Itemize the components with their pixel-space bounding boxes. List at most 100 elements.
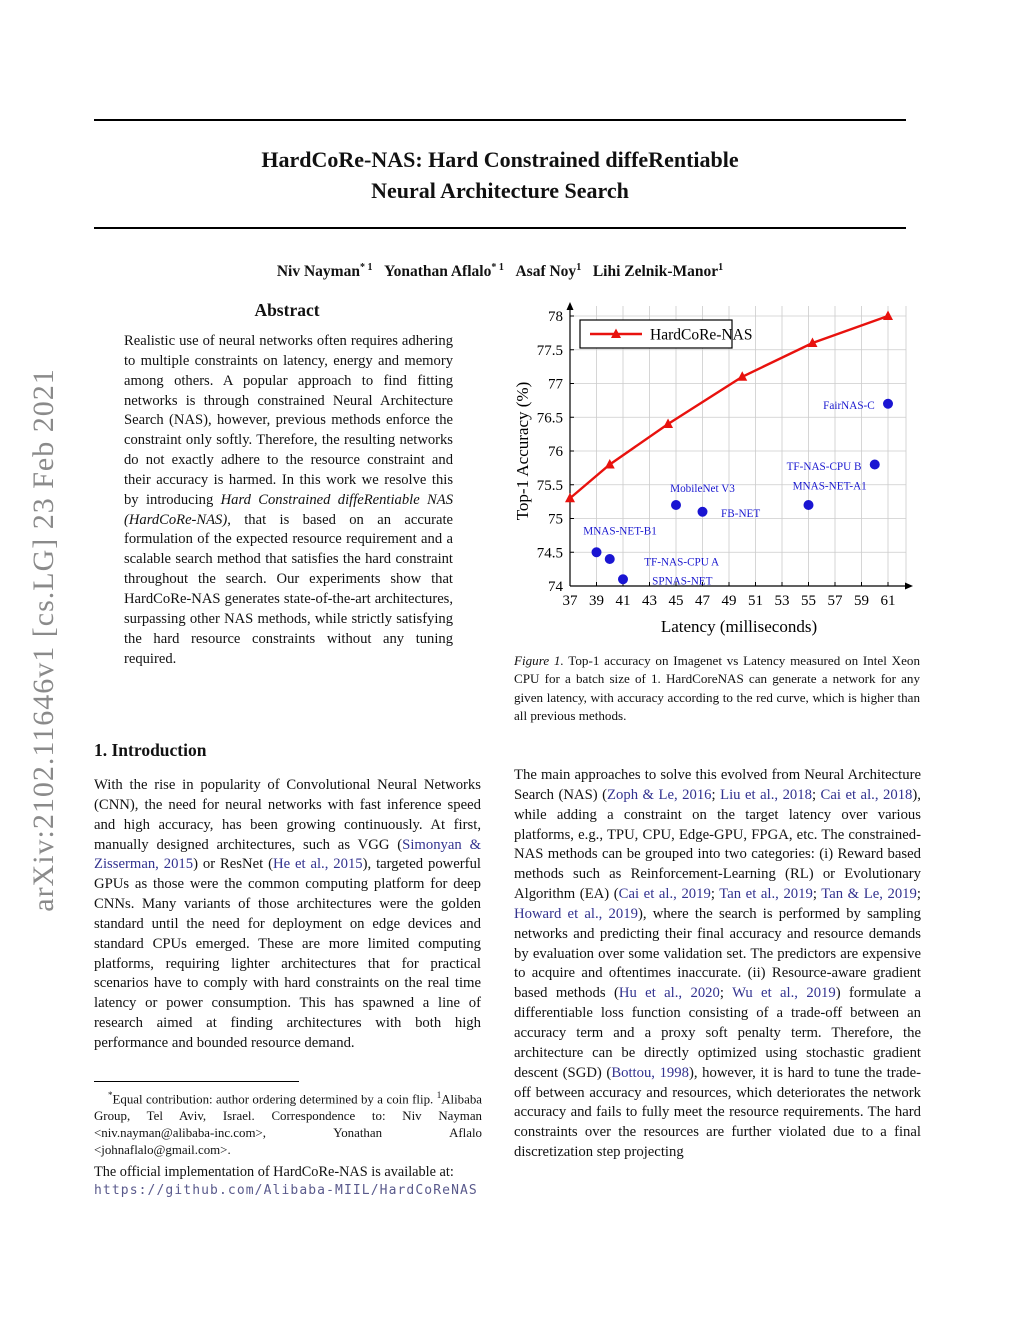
text-run: Lihi Zelnik-Manor: [592, 263, 719, 281]
series-hardcore-nas: [565, 310, 893, 503]
text-run: ;: [811, 786, 821, 803]
header-rule-bottom: [94, 227, 906, 229]
citation-link[interactable]: Cai et al., 2018: [820, 786, 913, 803]
text-run: Realistic use of neural networks often r…: [124, 333, 453, 508]
series-marker-triangle: [737, 371, 748, 381]
scatter-point: [697, 506, 708, 517]
svg-text:76.5: 76.5: [537, 410, 563, 426]
citation-link[interactable]: Howard et al., 2019: [514, 905, 638, 922]
github-url-link[interactable]: https://github.com/Alibaba-MIIL/HardCoRe…: [94, 1183, 478, 1198]
superscript: 1: [436, 1090, 442, 1100]
text-run: ), targeted powerful GPUs as those were …: [94, 856, 481, 1051]
text-run: Top-1 accuracy on Imagenet vs Latency me…: [514, 653, 921, 724]
scatter-point: [604, 554, 615, 564]
citation-link[interactable]: Simonyan & Zisserman, 2015: [94, 836, 481, 873]
svg-text:43: 43: [642, 593, 657, 609]
text-run: ;: [812, 886, 822, 903]
text-run: ), however, it is hard to tune the trade…: [514, 1064, 921, 1161]
legend-label: HardCoRe-NAS: [650, 327, 752, 344]
svg-text:55: 55: [801, 593, 816, 609]
svg-text:51: 51: [748, 593, 763, 609]
citation-link[interactable]: Hu et al., 2020: [618, 985, 720, 1002]
svg-text:77.5: 77.5: [537, 343, 563, 359]
citation-link[interactable]: Liu et al., 2018: [720, 786, 812, 803]
citation-link[interactable]: Wu et al., 2019: [732, 985, 836, 1002]
citation-link[interactable]: Tan & Le, 2019: [821, 886, 917, 903]
citation-link[interactable]: Tan et al., 2019: [719, 886, 813, 903]
svg-text:78: 78: [548, 309, 563, 325]
section-heading-introduction: 1. Introduction: [94, 740, 207, 760]
citation-link[interactable]: Zoph & Le, 2016: [607, 786, 712, 803]
scatter-point: [803, 500, 814, 510]
text-run: The main approaches to solve this evolve…: [514, 767, 921, 803]
scatter-label: FB-NET: [721, 508, 760, 520]
citation-link[interactable]: Bottou, 1998: [611, 1064, 689, 1081]
paper-title-line1: HardCoRe-NAS: Hard Constrained diffeRent…: [261, 147, 739, 172]
scatter-point: [591, 547, 602, 558]
citation-link[interactable]: He et al., 2015: [272, 856, 363, 873]
paper-title-line2: Neural Architecture Search: [371, 178, 629, 203]
italic-text: Hard Constrained diffeRentiable NAS (Har…: [124, 491, 453, 528]
scatter-baselines: MNAS-NET-B1 TF-NAS-CPU A SPNAS-NET MobileNe…: [583, 398, 893, 588]
scatter-label: MNAS-NET-A1: [793, 480, 867, 492]
arxiv-watermark: arXiv:2102.11646v1 [cs.LG] 23 Feb 2021: [12, 330, 76, 950]
introduction-body: With the rise in popularity of Convoluti…: [94, 776, 481, 1054]
citation-link[interactable]: Cai et al., 2019: [618, 886, 711, 903]
superscript: * 1: [359, 262, 373, 273]
figure-1: 74 74.5 75 75.5 76 76.5 77 77.5 78 37 39 41 43 45 47 49…: [513, 300, 920, 649]
chart-axes: 74 74.5 75 75.5 76 76.5 77 77.5 78 37 39 41 43 45 47 49…: [513, 302, 913, 636]
figure-1-chart: 74 74.5 75 75.5 76 76.5 77 77.5 78 37 39 41 43 45 47 49…: [513, 302, 913, 636]
svg-text:75: 75: [548, 512, 563, 528]
svg-text:49: 49: [722, 593, 737, 609]
series-marker-triangle: [883, 310, 893, 320]
svg-text:57: 57: [828, 593, 844, 609]
scatter-point: [883, 398, 893, 409]
italic-text: Figure 1.: [514, 653, 564, 668]
scatter-point: [618, 574, 628, 585]
text-run: ), while adding a constraint on the targ…: [514, 786, 921, 903]
svg-text:74: 74: [548, 579, 564, 595]
abstract-body: Realistic use of neural networks often r…: [124, 332, 453, 669]
footnote: *Equal contribution: author ordering det…: [94, 1087, 482, 1158]
series-marker-triangle: [807, 337, 818, 347]
scatter-label: SPNAS-NET: [652, 576, 712, 588]
svg-text:59: 59: [854, 593, 869, 609]
text-run: Alibaba Group, Tel Aviv, Israel. Corresp…: [94, 1092, 482, 1157]
svg-text:37: 37: [563, 593, 579, 609]
series-marker-triangle: [565, 492, 575, 503]
text-run: [372, 263, 384, 280]
superscript: * 1: [491, 262, 504, 273]
svg-text:61: 61: [881, 593, 896, 609]
scatter-label: TF-NAS-CPU B: [787, 461, 862, 473]
text-run: Yonathan Aflalo: [384, 263, 492, 281]
scatter-label: MNAS-NET-B1: [583, 526, 657, 538]
implementation-note: The official implementation of HardCoRe-…: [94, 1163, 486, 1200]
text-run: ;: [719, 985, 733, 1002]
figure-1-caption: Figure 1. Top-1 accuracy on Imagenet vs …: [514, 652, 920, 726]
header-rule-top: [94, 119, 906, 121]
text-run: ) or ResNet (: [193, 856, 273, 873]
svg-text:75.5: 75.5: [537, 478, 563, 494]
y-axis-label: Top-1 Accuracy (%): [514, 382, 532, 521]
text-run: , that is based on an accurate formulati…: [124, 511, 453, 667]
series-marker-triangle: [663, 418, 674, 428]
svg-text:77: 77: [548, 377, 564, 393]
text-run: Equal contribution: author ordering dete…: [112, 1092, 437, 1107]
scatter-label: TF-NAS-CPU A: [644, 557, 719, 569]
text-run: With the rise in popularity of Convoluti…: [94, 777, 481, 853]
svg-text:53: 53: [775, 593, 790, 609]
scatter-label: MobileNet V3: [670, 483, 735, 495]
svg-text:74.5: 74.5: [537, 545, 563, 561]
footnote-rule: [94, 1081, 299, 1082]
author-list: Niv Nayman* 1 Yonathan Aflalo* 1 Asaf No…: [94, 262, 906, 281]
implementation-text: The official implementation of HardCoRe-…: [94, 1164, 454, 1180]
arxiv-watermark-text: arXiv:2102.11646v1 [cs.LG] 23 Feb 2021: [27, 368, 60, 912]
scatter-point: [869, 459, 880, 470]
svg-text:45: 45: [669, 593, 684, 609]
svg-text:39: 39: [589, 593, 604, 609]
paper-title: HardCoRe-NAS: Hard Constrained diffeRent…: [94, 144, 906, 206]
chart-legend: HardCoRe-NAS: [579, 319, 752, 349]
text-run: Asaf Noy: [515, 263, 577, 281]
superscript: 1: [576, 262, 582, 273]
